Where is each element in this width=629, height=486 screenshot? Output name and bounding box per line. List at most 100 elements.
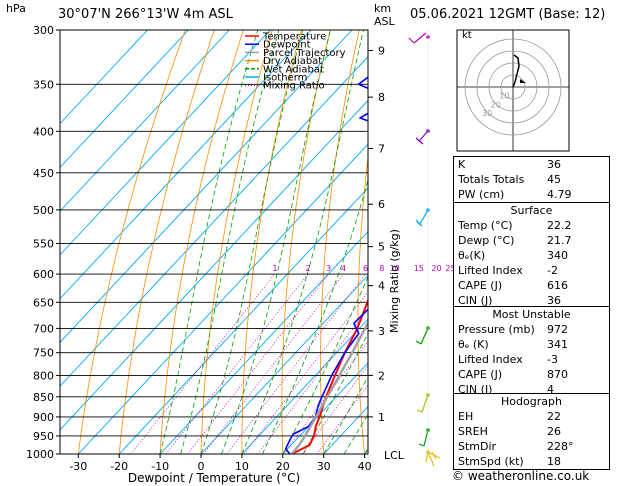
surface-label: Temp (°C)	[458, 219, 513, 232]
pressure-tick-label: 850	[33, 391, 54, 404]
location-title: 30°07'N 266°13'W 4m ASL	[58, 7, 234, 22]
wind-barb	[418, 429, 429, 447]
isotherm-line	[60, 30, 230, 212]
dry-adiabat-line	[77, 30, 186, 454]
mixing-ratio-axis-label: Mixing Ratio (g/kg)	[388, 229, 401, 333]
x-axis-label: Dewpoint / Temperature (°C)	[128, 471, 300, 485]
surface-value: 21.7	[547, 234, 572, 247]
isotherm-line	[60, 99, 368, 431]
index-label: PW (cm)	[458, 188, 505, 201]
km-tick-label: 9	[378, 45, 385, 58]
pressure-tick-label: 400	[33, 125, 54, 138]
legend-label: Temperature	[262, 32, 326, 43]
hodo-label: SREH	[458, 425, 488, 438]
wet-adiabat-line	[262, 178, 368, 454]
temp-tick-label: -30	[69, 460, 87, 473]
km-tick-label: 8	[378, 91, 385, 104]
mixing-ratio-label: 20	[431, 264, 441, 273]
legend-label: Isotherm	[263, 73, 307, 84]
hodograph-title: Hodograph	[501, 395, 562, 408]
hodograph-ring	[464, 38, 562, 136]
isotherm-line	[282, 362, 368, 454]
pressure-tick-label: 900	[33, 411, 54, 424]
most-unstable-title: Most Unstable	[492, 308, 571, 321]
index-value: 36	[547, 158, 561, 171]
hodograph-ring	[488, 62, 538, 112]
temp-tick-label: -20	[110, 460, 128, 473]
pressure-tick-label: 550	[33, 237, 54, 250]
hodograph-ring	[476, 50, 550, 124]
pressure-tick-label: 750	[33, 347, 54, 360]
km-tick-label: 1	[378, 411, 385, 424]
mu-value: 341	[547, 338, 568, 351]
temp-tick-label: 20	[276, 460, 290, 473]
asl-label: ASL	[374, 15, 396, 28]
pressure-tick-label: 300	[33, 24, 54, 37]
wind-barb	[408, 32, 427, 44]
hpa-label: hPa	[6, 2, 26, 15]
dry-adiabat-line	[620, 30, 629, 454]
wet-adiabat-line	[180, 30, 280, 454]
pressure-tick-label: 650	[33, 296, 54, 309]
surface-label: θₑ(K)	[458, 249, 486, 262]
mixing-ratio-label: 1	[272, 264, 277, 273]
isotherm-line	[60, 56, 368, 387]
surface-value: 340	[547, 249, 568, 262]
hodograph-ring-label: 10	[499, 92, 509, 101]
legend-label: Wet Adiabat	[263, 64, 324, 75]
mixing-ratio-line	[316, 384, 368, 454]
isotherm-line	[60, 30, 271, 256]
mu-label: Lifted Index	[458, 353, 523, 366]
mixing-ratio-line	[165, 273, 309, 454]
legend-label: Mixing Ratio	[263, 81, 325, 92]
date-title: 05.06.2021 12GMT (Base: 12)	[410, 7, 605, 22]
parcel-trajectory-profile	[290, 320, 368, 454]
isotherm-line	[60, 30, 312, 300]
isotherm-line	[77, 143, 368, 454]
mu-value: 972	[547, 323, 568, 336]
index-value: 45	[547, 173, 561, 186]
mixing-ratio-label: 2	[305, 264, 310, 273]
km-tick-label: 6	[378, 198, 385, 211]
pressure-tick-label: 950	[33, 430, 54, 443]
isotherm-line	[118, 187, 368, 454]
surface-value: 616	[547, 279, 568, 292]
surface-value: -2	[547, 264, 558, 277]
hodograph-ring	[500, 74, 526, 100]
most-unstable-table: Most Unstable Pressure (mb) 972 θₑ (K) 341…	[453, 306, 610, 398]
wind-barb	[416, 394, 429, 413]
hodo-value: 18	[547, 455, 561, 468]
hodo-label: StmSpd (kt)	[458, 455, 524, 468]
mixing-ratio-line	[257, 308, 368, 454]
wet-adiabat-line	[302, 332, 368, 454]
plot-frame	[59, 29, 369, 455]
dry-adiabat-line	[118, 30, 215, 454]
mixing-ratio-label: 10	[390, 264, 400, 273]
mu-label: CAPE (J)	[458, 368, 503, 381]
dry-adiabat-line	[159, 30, 244, 454]
mixing-ratio-line	[301, 364, 368, 454]
mixing-ratio-label: 15	[414, 264, 424, 273]
pressure-tick-label: 500	[33, 204, 54, 217]
isotherm-line	[241, 318, 368, 454]
surface-label: Dewp (°C)	[458, 234, 515, 247]
hodograph-table: Hodograph EH 22 SREH 26 StmDir 228° StmSpd …	[453, 393, 610, 470]
mu-value: 4	[547, 383, 554, 396]
surface-value: 22.2	[547, 219, 572, 232]
pressure-tick-label: 1000	[26, 448, 54, 461]
hodograph-ring-label: 30	[482, 109, 492, 118]
km-tick-label: 3	[378, 325, 385, 338]
dry-adiabat-line	[429, 30, 446, 454]
dry-adiabat-line	[281, 30, 331, 454]
surface-label: Lifted Index	[458, 264, 523, 277]
km-tick-label: 4	[378, 280, 385, 293]
index-value: 4.79	[547, 188, 572, 201]
pressure-tick-label: 800	[33, 369, 54, 382]
temp-tick-label: 30	[317, 460, 331, 473]
mu-label: CIN (J)	[458, 383, 493, 396]
hodo-value: 26	[547, 425, 561, 438]
mu-label: θₑ (K)	[458, 338, 489, 351]
surface-label: CIN (J)	[458, 294, 493, 307]
pressure-tick-label: 700	[33, 322, 54, 335]
